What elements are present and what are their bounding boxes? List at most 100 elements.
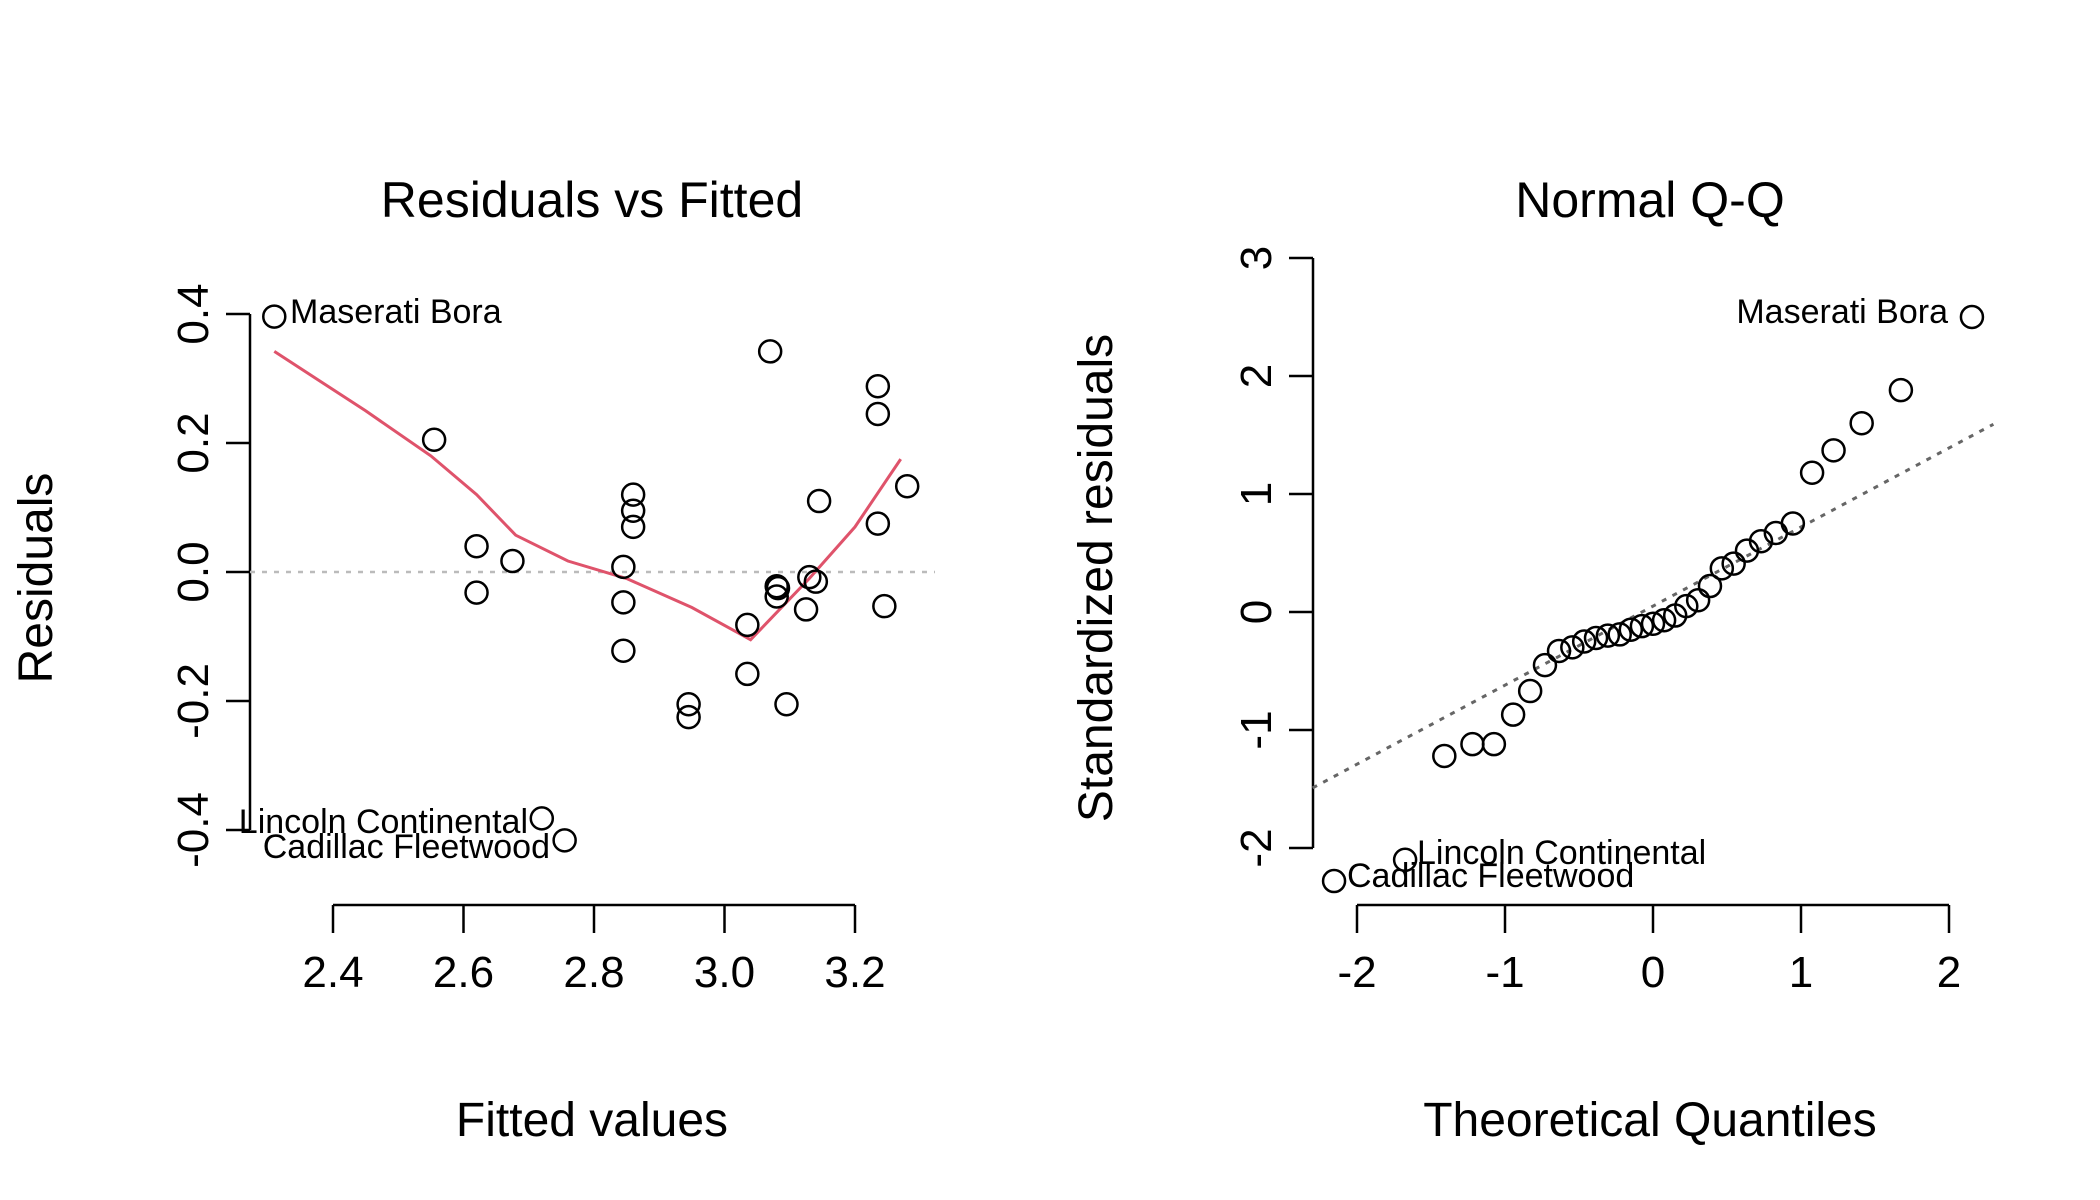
x-axis-label: Theoretical Quantiles <box>1423 1094 1877 1147</box>
data-point <box>1321 868 1347 894</box>
qq-line <box>1311 422 1995 790</box>
data-point <box>1460 731 1485 757</box>
data-points <box>1321 304 1985 894</box>
data-point <box>865 373 891 399</box>
axes: -2 -1 0 1 2 -2 -1 0 1 2 3 <box>1232 246 1961 997</box>
data-point <box>464 580 489 605</box>
y-tick-label: -2 <box>1232 828 1281 867</box>
x-tick-label: 3.2 <box>824 948 885 997</box>
data-point <box>1799 460 1825 486</box>
chart-title: Normal Q-Q <box>1515 172 1784 228</box>
data-point <box>1709 556 1735 581</box>
y-axis-label: Standardized residuals <box>1070 334 1123 822</box>
data-point <box>1618 617 1644 642</box>
y-tick-label: 0.0 <box>169 541 218 602</box>
point-labels: Maserati Bora Lincoln Continental Cadill… <box>239 293 550 866</box>
data-point <box>1560 635 1585 660</box>
x-tick-label: 2.8 <box>563 948 624 997</box>
data-point <box>611 638 636 663</box>
y-tick-label: -0.4 <box>169 792 218 868</box>
point-label-lincoln-continental: Lincoln Continental <box>1417 834 1706 872</box>
data-point <box>529 806 555 831</box>
data-point <box>1629 613 1655 639</box>
reference-line <box>1311 422 1995 790</box>
data-point <box>1392 847 1418 873</box>
data-point <box>803 569 829 594</box>
point-label-maserati-bora: Maserati Bora <box>290 293 502 331</box>
x-tick-label: 2.4 <box>302 948 363 997</box>
data-point <box>894 473 920 499</box>
data-point <box>611 590 636 615</box>
y-tick-label: 0 <box>1232 600 1281 624</box>
point-label-cadillac-fleetwood: Cadillac Fleetwood <box>263 828 550 866</box>
y-axis-label: Residuals <box>10 473 63 684</box>
data-point <box>1651 608 1677 633</box>
x-tick-label: 0 <box>1641 948 1665 997</box>
data-point <box>1583 625 1609 651</box>
data-point <box>1546 638 1572 664</box>
data-point <box>865 511 891 536</box>
chart-title: Residuals vs Fitted <box>381 172 803 228</box>
smooth-line <box>273 350 902 642</box>
data-point <box>1532 652 1558 678</box>
x-tick-label: 2.6 <box>433 948 494 997</box>
x-tick-label: -1 <box>1485 948 1524 997</box>
data-point <box>806 488 832 514</box>
data-point <box>1432 743 1457 769</box>
data-point <box>1959 304 1985 330</box>
y-tick-label: 1 <box>1232 482 1281 506</box>
data-point <box>676 691 701 717</box>
data-point <box>620 514 646 540</box>
x-tick-label: 1 <box>1789 948 1813 997</box>
point-labels: Maserati Bora Lincoln Continental Cadill… <box>1347 293 1948 895</box>
data-point <box>1721 551 1746 576</box>
residuals-vs-fitted-panel: Residuals vs Fitted Fitted values Residu… <box>10 172 935 1147</box>
data-point <box>1640 611 1666 637</box>
y-tick-label: 2 <box>1232 364 1281 388</box>
data-point <box>793 597 819 622</box>
data-point <box>1697 573 1723 599</box>
x-tick-label: -2 <box>1337 948 1376 997</box>
data-point <box>1500 702 1526 727</box>
data-point <box>865 401 891 427</box>
x-tick-label: 3.0 <box>694 948 755 997</box>
normal-qq-panel: Normal Q-Q Theoretical Quantiles Standar… <box>1070 172 1995 1147</box>
x-axis-label: Fitted values <box>456 1094 728 1147</box>
data-point <box>1780 511 1806 536</box>
x-tick-label: 2 <box>1937 948 1961 997</box>
data-point <box>620 498 646 523</box>
smooth-curve <box>273 350 902 642</box>
data-point <box>765 575 791 601</box>
axes: 2.4 2.6 2.8 3.0 3.2 -0.4 -0.2 0.0 0.2 0.4 <box>169 283 886 997</box>
data-point <box>1748 528 1774 554</box>
data-point <box>676 704 701 730</box>
data-point <box>1481 731 1507 757</box>
data-point <box>797 564 822 590</box>
data-point <box>1849 410 1874 436</box>
point-label-cadillac-fleetwood: Cadillac Fleetwood <box>1347 857 1634 895</box>
y-tick-label: -0.2 <box>169 663 218 739</box>
y-tick-label: -1 <box>1232 710 1281 749</box>
point-label-lincoln-continental: Lincoln Continental <box>239 803 528 841</box>
y-tick-label: 0.2 <box>169 412 218 473</box>
y-tick-label: 3 <box>1232 246 1281 270</box>
data-point <box>735 612 760 638</box>
data-point <box>611 554 636 580</box>
point-label-maserati-bora: Maserati Bora <box>1736 293 1948 331</box>
data-point <box>620 482 646 507</box>
data-point <box>1517 678 1543 704</box>
data-point <box>1685 587 1711 613</box>
data-point <box>1607 622 1632 647</box>
data-point <box>735 661 760 687</box>
data-point <box>757 339 783 364</box>
data-point <box>500 548 525 574</box>
data-point <box>464 533 489 559</box>
data-point <box>1571 629 1597 654</box>
data-point <box>552 828 577 853</box>
data-point <box>421 427 447 453</box>
data-point <box>262 304 287 329</box>
y-tick-label: 0.4 <box>169 283 218 344</box>
data-point <box>1888 377 1914 403</box>
data-point <box>1821 438 1846 463</box>
